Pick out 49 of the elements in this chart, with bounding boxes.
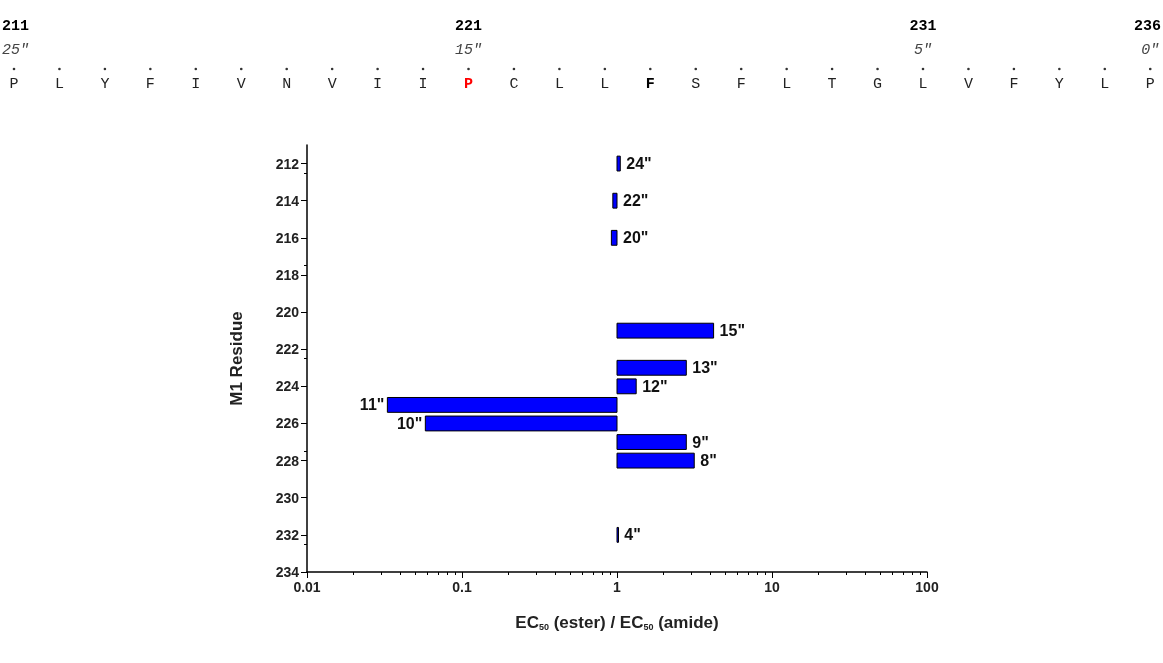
x-tick-label: 0.1 xyxy=(452,579,472,595)
y-tick-label: 234 xyxy=(275,564,300,580)
annotation: 20" xyxy=(623,229,649,247)
x-tick-label: 1 xyxy=(613,579,622,595)
bar xyxy=(386,396,618,413)
y-tick-label: 232 xyxy=(275,526,300,543)
text: 0" xyxy=(1141,42,1160,59)
annotation: 15" xyxy=(719,322,745,340)
y-tick-label: 222 xyxy=(275,341,300,358)
y-tick-label: 224 xyxy=(275,378,300,395)
text: 231 xyxy=(909,18,937,35)
x-tick-label: 10 xyxy=(764,579,780,595)
bar xyxy=(616,359,687,376)
bar xyxy=(610,229,618,246)
bar xyxy=(616,378,637,395)
x-tick-label: 100 xyxy=(915,579,939,595)
y-tick-label: 226 xyxy=(275,415,300,432)
annotation: 12" xyxy=(642,377,668,395)
text: 5" xyxy=(913,42,932,59)
y-tick-label: 218 xyxy=(275,266,300,283)
bar xyxy=(616,452,695,469)
y-tick-label: 230 xyxy=(275,489,300,506)
text: 25" xyxy=(2,42,30,59)
bar xyxy=(616,434,687,450)
x-axis-title: EC50 (ester) / EC50 (amide) xyxy=(515,613,719,632)
annotation: 24" xyxy=(626,155,652,173)
bar xyxy=(424,415,618,432)
y-tick-label: 228 xyxy=(275,452,300,469)
text: 236 xyxy=(1133,18,1161,35)
bar xyxy=(616,155,621,172)
text: P L Y F I V N V I I P C L L F S F L T G L V F Y L P xyxy=(9,76,1155,93)
text: 211 xyxy=(2,18,30,35)
annotation: 10" xyxy=(396,414,423,432)
y-axis-title: M1 Residue xyxy=(227,311,246,406)
annotation: 9" xyxy=(692,433,709,451)
y-tick-label: 214 xyxy=(275,192,300,209)
x-tick-label: 0.01 xyxy=(293,579,321,595)
bar xyxy=(616,322,715,339)
annotation: 4" xyxy=(624,526,641,544)
y-tick-label: 220 xyxy=(275,304,300,321)
annotation: 8" xyxy=(700,452,717,470)
annotation: 11" xyxy=(359,396,385,414)
y-tick-label: 212 xyxy=(275,155,300,172)
y-tick-label: 216 xyxy=(275,229,300,246)
text: 15" xyxy=(454,42,482,59)
bar xyxy=(612,192,618,209)
annotation: 22" xyxy=(623,192,649,210)
text: 221 xyxy=(454,18,482,35)
annotation: 13" xyxy=(692,359,718,377)
